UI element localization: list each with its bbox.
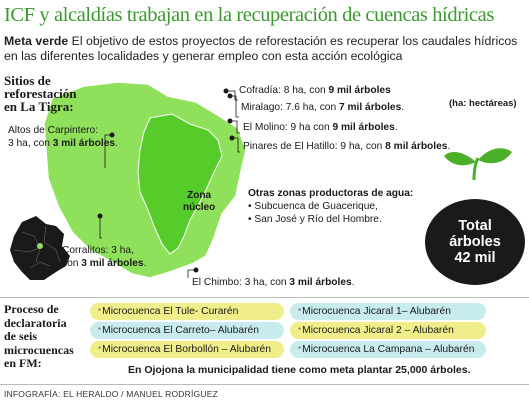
unit-legend: (ha: hectáreas) [449,98,517,109]
zona-nucleo-label: Zona núcleo [183,190,216,213]
ojojona-note: En Ojojona la municipalidad tiene como m… [128,364,471,376]
otras-zonas-heading: Otras zonas productoras de agua: [248,188,414,199]
microcuenca-pill: *Microcuenca El Carreto– Alubarén [90,322,284,339]
sitios-title-line: en La Tigra: [4,99,74,114]
site-label-el-chimbo: El Chimbo: 3 ha, con 3 mil árboles. [192,277,355,288]
site-label-corralitos: Corralitos: 3 ha, con 3 mil árboles. [62,245,147,269]
marker-altos-carpintero [109,132,115,138]
otras-zonas-item: • Subcuenca de Guacerique, [248,201,378,212]
intro-paragraph: Meta verde El objetivo de estos proyecto… [4,34,525,64]
site-label-el-molino: El Molino: 9 ha con 9 mil árboles. [243,122,398,133]
marker-el-chimbo [193,267,199,273]
la-tigra-map [10,81,512,280]
site-label-cofradia: Cofradía: 8 ha, con 9 mil árboles [239,85,391,96]
marker-cofradia [223,88,229,94]
microcuenca-pill: *Microcuenca El Borbollón – Alubarén [90,341,284,358]
site-label-miralago: Miralago: 7.6 ha, con 7 mil árboles. [241,102,405,113]
sitios-title: Sitios de reforestación en La Tigra: [4,74,76,113]
marker-el-molino [227,118,233,124]
francisco-morazan-map-icon [10,216,70,280]
marker-pinares [229,135,235,141]
microcuenca-pill: *Microcuenca El Tule- Curarén [90,303,284,320]
section-divider [0,297,529,298]
site-label-pinares: Pinares de El Hatillo: 9 ha, con 8 mil á… [243,141,451,152]
intro-lead: Meta verde [4,34,69,48]
sprout-icon [444,148,512,181]
marker-corralitos [97,213,103,219]
sitios-title-line: Sitios de [4,73,51,88]
credit-line: INFOGRAFÍA: EL HERALDO / MANUEL RODRÍGUE… [4,389,218,399]
intro-text: El objetivo de estos proyectos de refore… [4,34,518,63]
otras-zonas-item: • San José y Río del Hombre. [248,214,382,225]
sitios-title-line: reforestación [4,86,77,101]
site-label-altos-carpintero: Altos de Carpintero: 3 ha, con 3 mil árb… [8,125,118,149]
microcuenca-pill: *Microcuenca Jicaral 1– Alubarén [290,303,486,320]
total-arboles-badge: Total árboles 42 mil [425,199,525,285]
zona-nucleo-area [137,113,223,255]
credit-divider [0,384,529,385]
headline: ICF y alcaldías trabajan en la recuperac… [4,4,494,26]
microcuenca-pill: *Microcuenca Jicaral 2 – Alubarén [290,322,486,339]
marker-miralago [227,93,233,99]
microcuenca-pill: *Microcuenca La Campana – Alubarén [290,341,486,358]
proceso-title: Proceso de declaratoria de seis microcue… [4,302,74,370]
otras-zonas: Otras zonas productoras de agua: • Subcu… [248,187,413,226]
